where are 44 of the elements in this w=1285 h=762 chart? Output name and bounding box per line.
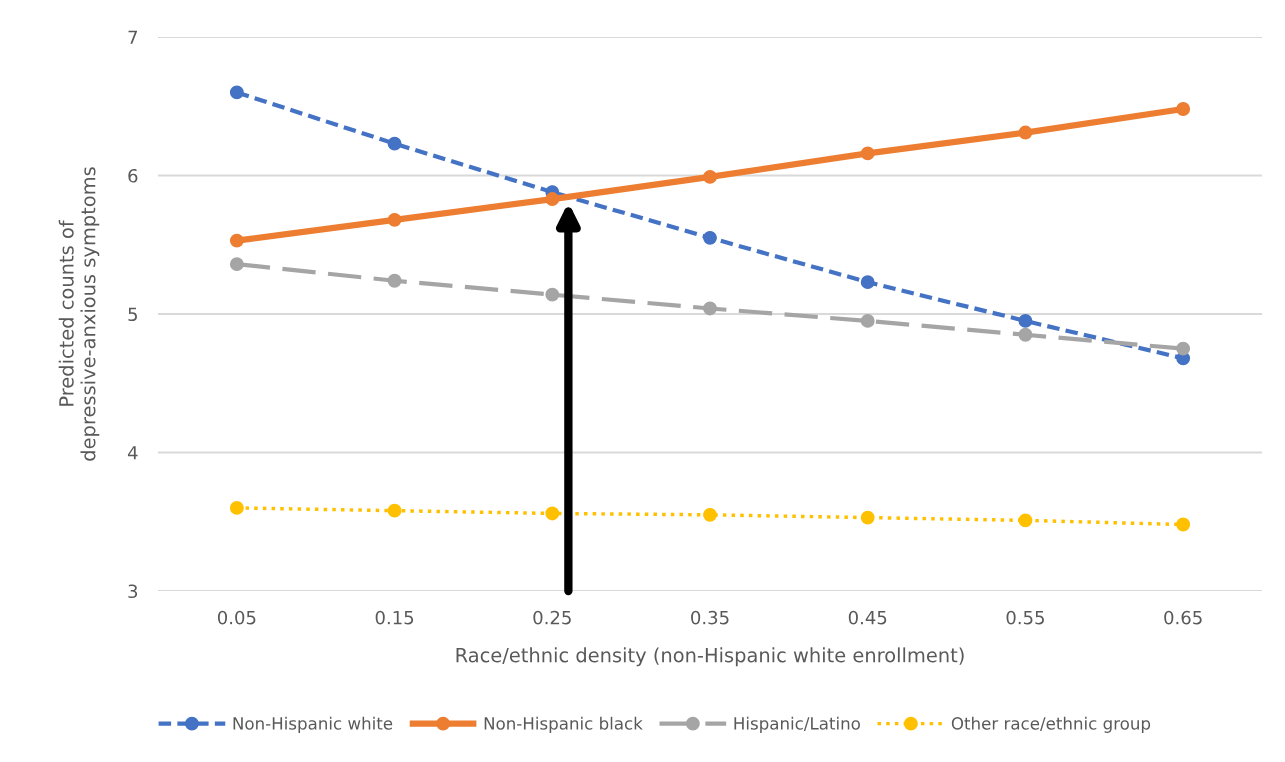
point xyxy=(229,500,244,515)
y-tick-label: 3 xyxy=(128,584,138,599)
x-axis-title: Race/ethnic density (non-Hispanic white enrollment) xyxy=(456,647,964,667)
point xyxy=(1176,102,1191,116)
point xyxy=(1176,341,1191,356)
x-tick-label: 0.15 xyxy=(375,610,414,625)
y-tick-label: 6 xyxy=(128,168,138,183)
point xyxy=(1018,327,1033,342)
point xyxy=(1018,513,1033,528)
x-tick-label: 0.05 xyxy=(217,610,256,625)
point xyxy=(229,233,244,248)
point xyxy=(387,273,402,288)
point xyxy=(387,503,402,518)
point xyxy=(545,506,560,521)
point xyxy=(1176,517,1191,532)
y-tick-label: 5 xyxy=(128,307,137,322)
x-tick-label: 0.25 xyxy=(533,610,571,625)
point xyxy=(229,257,244,272)
x-tick-label: 0.35 xyxy=(691,610,729,625)
point xyxy=(703,169,717,184)
x-tick-label: 0.45 xyxy=(848,610,887,625)
y-axis-title: Predicted counts of depressive-anxious symptoms xyxy=(58,167,100,461)
point xyxy=(229,85,244,100)
y-tick-label: 7 xyxy=(128,30,138,44)
point xyxy=(860,275,875,290)
point xyxy=(860,313,875,328)
y-tick-label: 4 xyxy=(127,446,138,460)
point xyxy=(703,507,717,522)
point xyxy=(703,301,717,316)
point xyxy=(1018,313,1033,328)
point xyxy=(545,192,560,206)
legend-label: Hispanic/Latino xyxy=(734,716,860,733)
x-tick-label: 0.55 xyxy=(1006,610,1044,625)
point xyxy=(387,136,402,151)
point xyxy=(1018,125,1033,140)
legend-label: Non-Hispanic white xyxy=(233,716,393,733)
legend-label: Other race/ethnic group xyxy=(951,716,1151,733)
x-tick-label: 0.65 xyxy=(1164,610,1202,625)
point xyxy=(860,146,875,161)
point xyxy=(703,230,717,245)
point xyxy=(545,287,560,302)
legend-label: Non-Hispanic black xyxy=(484,716,643,733)
point xyxy=(387,212,402,227)
point xyxy=(860,510,875,525)
